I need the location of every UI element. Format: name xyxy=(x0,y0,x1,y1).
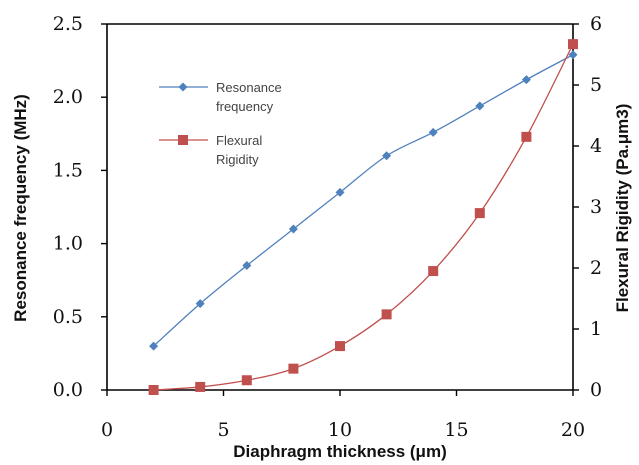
rigidity-legend-marker xyxy=(178,135,188,145)
resonance-legend-label: frequency xyxy=(216,99,274,114)
x-tick-label: 10 xyxy=(328,419,352,441)
resonance-point xyxy=(382,151,392,161)
resonance-point xyxy=(288,224,298,234)
x-axis-title: Diaphragm thickness (μm) xyxy=(233,442,447,461)
rigidity-point xyxy=(148,385,159,395)
rigidity-point xyxy=(521,131,532,142)
rigidity-legend-label: Flexural xyxy=(216,133,262,148)
y2-tick-label: 6 xyxy=(590,13,602,35)
y-tick-label: 1.0 xyxy=(53,233,83,255)
y2-tick-label: 4 xyxy=(590,135,602,157)
resonance-point xyxy=(521,75,531,85)
right-y-axis-title: Flexural Rigidity (Pa.μm3) xyxy=(613,104,632,313)
rigidity-legend-label: Rigidity xyxy=(216,152,259,167)
rigidity-point xyxy=(568,39,578,50)
left-y-axis-title: Resonance frequency (MHz) xyxy=(11,94,30,322)
x-tick-label: 0 xyxy=(101,419,113,441)
resonance-point xyxy=(242,261,252,271)
resonance-point xyxy=(428,127,438,137)
plot-frame xyxy=(106,23,574,391)
rigidity-point xyxy=(335,341,345,352)
x-axis-ticks: 0 5 10 15 20 xyxy=(101,390,585,441)
resonance-point xyxy=(568,50,578,60)
y-tick-label: 0.0 xyxy=(53,379,83,401)
rigidity-series-line xyxy=(153,43,574,391)
y2-tick-label: 2 xyxy=(590,257,602,279)
resonance-point xyxy=(195,299,205,309)
rigidity-point xyxy=(474,208,485,219)
left-y-axis-ticks: 0.0 0.5 1.0 1.5 2.0 2.5 xyxy=(53,13,107,401)
resonance-point xyxy=(335,187,345,197)
rigidity-point xyxy=(241,375,252,386)
y2-tick-label: 5 xyxy=(590,74,602,96)
legend: Resonance frequency Flexural Rigidity xyxy=(159,80,282,167)
resonance-point xyxy=(149,341,159,351)
rigidity-point xyxy=(195,381,206,392)
x-tick-label: 15 xyxy=(444,419,468,441)
y-tick-label: 0.5 xyxy=(53,306,83,328)
resonance-point xyxy=(475,101,485,111)
y2-tick-label: 3 xyxy=(590,196,602,218)
series-layer xyxy=(148,39,578,395)
right-y-axis-ticks: 0 1 2 3 4 5 6 xyxy=(573,13,602,401)
x-tick-label: 20 xyxy=(561,419,585,441)
y-tick-label: 2.5 xyxy=(53,13,83,35)
y2-tick-label: 0 xyxy=(590,379,602,401)
resonance-series-line xyxy=(153,54,574,347)
resonance-legend-label: Resonance xyxy=(216,80,282,95)
rigidity-point xyxy=(381,309,392,320)
y2-tick-label: 1 xyxy=(590,318,602,340)
x-tick-label: 5 xyxy=(217,419,229,441)
y-tick-label: 1.5 xyxy=(53,159,83,181)
rigidity-point xyxy=(288,363,299,374)
y-tick-label: 2.0 xyxy=(53,86,83,108)
resonance-legend-marker xyxy=(178,82,188,92)
rigidity-point xyxy=(428,266,439,277)
